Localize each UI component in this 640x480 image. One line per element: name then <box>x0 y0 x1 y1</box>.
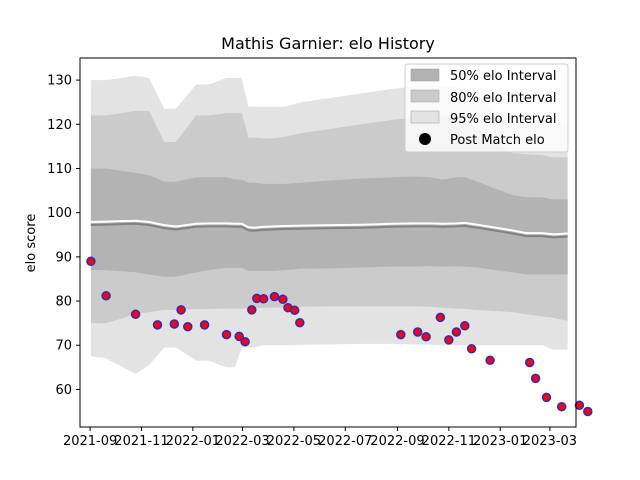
y-tick-label: 70 <box>55 339 72 354</box>
legend-swatch-80 <box>410 89 440 103</box>
y-tick-label: 90 <box>55 250 72 265</box>
post-match-point <box>247 305 257 315</box>
post-match-point <box>169 319 180 329</box>
x-tick-label: 2021-09 <box>63 434 117 449</box>
legend-swatch-95 <box>410 110 440 124</box>
post-match-point <box>530 373 541 384</box>
x-tick-label: 2022-11 <box>422 434 476 449</box>
y-tick-label: 60 <box>55 383 72 398</box>
post-match-point <box>466 344 477 354</box>
post-match-point <box>460 321 470 331</box>
post-match-point <box>240 336 250 347</box>
x-tick-label: 2023-03 <box>523 434 577 449</box>
post-match-point <box>485 355 495 366</box>
legend-label-50: 50% elo Interval <box>450 69 557 84</box>
legend-box <box>404 63 569 153</box>
y-tick-label: 120 <box>47 118 72 133</box>
post-match-point <box>451 327 462 337</box>
legend-label-80: 80% elo Interval <box>450 91 557 106</box>
post-match-point <box>412 327 423 337</box>
post-match-point <box>199 320 210 330</box>
legend-swatch-50 <box>410 68 440 82</box>
legend-marker-points <box>419 133 431 145</box>
x-tick-label: 2022-05 <box>267 434 321 449</box>
x-tick-label: 2023-01 <box>473 434 527 449</box>
post-match-point <box>583 406 593 417</box>
post-match-point <box>556 401 567 412</box>
band-50-interval <box>90 168 568 277</box>
legend: 50% elo Interval 80% elo Interval 95% el… <box>404 63 569 153</box>
x-tick-label: 2022-01 <box>166 434 220 449</box>
post-match-point <box>221 329 232 340</box>
y-axis-title: elo score <box>24 214 39 273</box>
mean-highlight-line <box>90 219 568 236</box>
post-match-point <box>176 305 186 315</box>
post-match-point <box>86 256 96 267</box>
post-match-point <box>444 335 454 345</box>
post-match-point <box>152 320 163 330</box>
chart-title: Mathis Garnier: elo History <box>221 34 435 53</box>
y-tick-label: 80 <box>55 295 72 310</box>
post-match-point <box>101 291 111 301</box>
post-match-point <box>524 357 535 368</box>
y-tick-label: 110 <box>47 162 72 177</box>
legend-label-95: 95% elo Interval <box>450 112 557 127</box>
post-match-point <box>295 317 305 328</box>
post-match-point <box>278 294 288 305</box>
post-match-point <box>289 305 300 316</box>
post-match-point <box>234 331 244 342</box>
plot-frame <box>79 57 577 428</box>
post-match-point <box>183 321 193 332</box>
mean-elo-line <box>90 222 568 239</box>
post-match-point <box>130 309 141 320</box>
x-tick-label: 2021-11 <box>114 434 168 449</box>
y-axis: 60 70 80 90 100 110 120 130 <box>47 74 80 398</box>
post-match-point <box>541 392 552 403</box>
post-match-point <box>258 294 269 304</box>
x-tick-label: 2022-07 <box>318 434 372 449</box>
post-match-point <box>421 332 431 342</box>
post-match-point <box>435 312 446 323</box>
legend-label-points: Post Match elo <box>450 133 545 148</box>
post-match-point <box>269 291 280 302</box>
x-tick-label: 2022-03 <box>215 434 269 449</box>
x-tick-label: 2022-09 <box>370 434 424 449</box>
x-axis: 2021-092021-112022-012022-032022-052022-… <box>63 427 577 449</box>
post-match-point <box>574 400 585 411</box>
post-match-point <box>396 329 406 340</box>
y-tick-label: 100 <box>47 206 72 221</box>
y-tick-label: 130 <box>47 74 72 89</box>
